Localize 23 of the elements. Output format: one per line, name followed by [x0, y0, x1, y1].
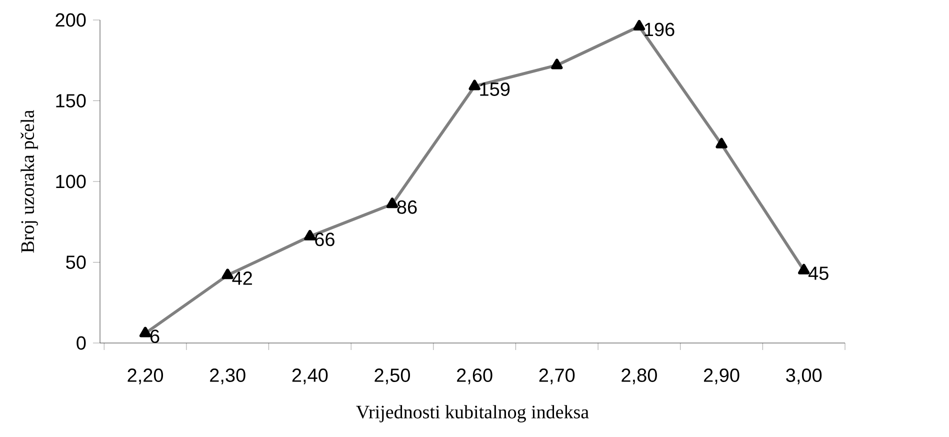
y-tick-label: 50: [66, 256, 86, 269]
x-tick-label: 3,00: [786, 368, 822, 384]
x-tick-label: 2,30: [210, 368, 246, 384]
x-tick-label: 2,20: [128, 368, 164, 384]
y-tick-label: 0: [76, 336, 86, 350]
data-label: 86: [397, 200, 417, 214]
data-label: 6: [150, 330, 160, 344]
x-tick-label: 2,70: [539, 368, 575, 384]
y-tick-label: 150: [56, 94, 86, 108]
x-tick-label: 2,40: [292, 368, 328, 384]
x-tick-label: 2,60: [457, 368, 492, 384]
x-tick-label: 2,90: [704, 368, 740, 384]
x-tick-label: 2,80: [622, 368, 657, 384]
x-axis-title: Vrijednosti kubitalnog indeksa: [356, 405, 589, 422]
y-tick-label: 200: [56, 13, 86, 27]
data-label: 159: [480, 82, 510, 96]
data-label: 42: [232, 272, 252, 285]
x-tick-label: 2,50: [374, 368, 410, 384]
y-axis-title: Broj uzoraka pčela: [20, 110, 38, 253]
data-label: 45: [808, 266, 828, 280]
y-tick-label: 100: [56, 174, 86, 188]
data-label: 66: [315, 232, 334, 246]
data-label: 196: [644, 22, 674, 36]
